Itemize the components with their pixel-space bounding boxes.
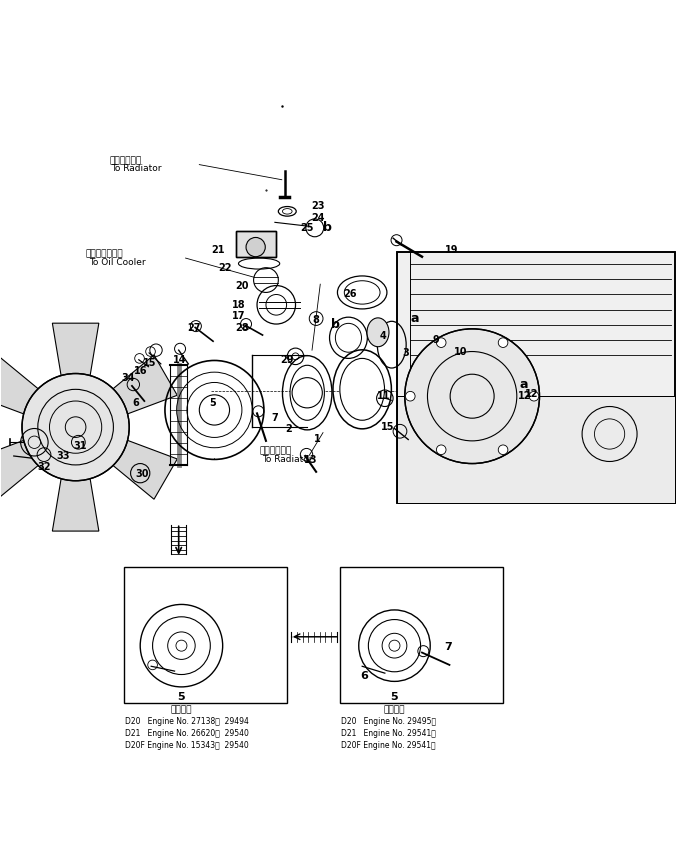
Text: 8: 8 bbox=[313, 315, 319, 325]
Text: 24: 24 bbox=[310, 214, 324, 223]
Text: 27: 27 bbox=[187, 323, 201, 333]
Text: 20: 20 bbox=[235, 280, 248, 291]
Ellipse shape bbox=[367, 318, 389, 346]
Circle shape bbox=[22, 373, 129, 481]
Bar bbox=[397, 252, 675, 503]
Bar bbox=[397, 252, 675, 503]
Circle shape bbox=[436, 338, 446, 347]
Text: 29: 29 bbox=[280, 355, 293, 365]
Text: 16: 16 bbox=[133, 365, 147, 376]
Polygon shape bbox=[0, 355, 50, 419]
Text: 17: 17 bbox=[232, 311, 245, 321]
Circle shape bbox=[406, 391, 415, 401]
Text: 15: 15 bbox=[381, 422, 395, 432]
Text: 9: 9 bbox=[433, 335, 439, 345]
Text: ラジエータへ: ラジエータへ bbox=[110, 156, 142, 165]
Text: オイルクーラへ: オイルクーラへ bbox=[86, 249, 123, 259]
Text: 2: 2 bbox=[285, 424, 292, 433]
Ellipse shape bbox=[290, 365, 324, 420]
Text: a: a bbox=[411, 312, 420, 325]
Bar bbox=[397, 396, 675, 503]
Text: To Oil Cooler: To Oil Cooler bbox=[89, 258, 146, 266]
Text: 1: 1 bbox=[314, 435, 321, 444]
Text: 11: 11 bbox=[377, 391, 391, 400]
Text: 18: 18 bbox=[232, 299, 245, 310]
Ellipse shape bbox=[335, 324, 362, 352]
Text: 適用号機: 適用号機 bbox=[170, 706, 193, 714]
Text: 32: 32 bbox=[37, 462, 51, 472]
Polygon shape bbox=[0, 435, 50, 499]
Circle shape bbox=[529, 391, 539, 401]
Ellipse shape bbox=[340, 358, 384, 420]
Text: 34: 34 bbox=[121, 372, 135, 383]
Circle shape bbox=[498, 445, 508, 455]
Text: a: a bbox=[520, 378, 528, 391]
Text: ラジエータへ: ラジエータへ bbox=[259, 447, 291, 456]
Text: 26: 26 bbox=[344, 289, 357, 299]
Text: D20   Engine No. 29495～: D20 Engine No. 29495～ bbox=[341, 717, 436, 726]
Text: 28: 28 bbox=[235, 323, 248, 333]
Text: D20F Engine No. 15343～  29540: D20F Engine No. 15343～ 29540 bbox=[125, 741, 249, 751]
Bar bbox=[339, 568, 503, 703]
Bar bbox=[124, 568, 287, 703]
Text: 31: 31 bbox=[74, 441, 87, 451]
Text: 12: 12 bbox=[525, 389, 539, 399]
Text: 25: 25 bbox=[300, 223, 314, 233]
Text: 15: 15 bbox=[143, 358, 157, 367]
Text: b: b bbox=[331, 318, 340, 331]
Text: 14: 14 bbox=[173, 356, 187, 365]
Circle shape bbox=[246, 238, 265, 257]
Text: b: b bbox=[323, 221, 332, 234]
Text: 5: 5 bbox=[177, 692, 185, 701]
Text: To Radiator: To Radiator bbox=[262, 455, 313, 464]
Text: D21   Engine No. 26620～  29540: D21 Engine No. 26620～ 29540 bbox=[125, 729, 249, 738]
Text: 7: 7 bbox=[272, 412, 278, 423]
Circle shape bbox=[405, 329, 540, 464]
Bar bbox=[397, 396, 675, 503]
Text: D20F Engine No. 29541～: D20F Engine No. 29541～ bbox=[341, 741, 435, 751]
Text: To Radiator: To Radiator bbox=[111, 164, 162, 174]
Text: 10: 10 bbox=[454, 346, 467, 357]
Text: 13: 13 bbox=[304, 455, 317, 465]
Text: 21: 21 bbox=[211, 245, 225, 255]
Polygon shape bbox=[101, 435, 177, 499]
Text: 33: 33 bbox=[57, 451, 70, 461]
Text: 6: 6 bbox=[132, 398, 139, 408]
Polygon shape bbox=[52, 323, 99, 391]
Polygon shape bbox=[52, 463, 99, 531]
Text: 7: 7 bbox=[444, 642, 452, 652]
Text: 22: 22 bbox=[218, 263, 231, 273]
Text: 適用号機: 適用号機 bbox=[384, 706, 405, 714]
Text: 19: 19 bbox=[445, 245, 458, 255]
Text: D21   Engine No. 29541～: D21 Engine No. 29541～ bbox=[341, 729, 436, 738]
Text: 6: 6 bbox=[360, 671, 368, 681]
Text: 23: 23 bbox=[310, 201, 324, 211]
Bar bbox=[237, 231, 276, 257]
Circle shape bbox=[436, 445, 446, 455]
Text: 12: 12 bbox=[518, 391, 532, 400]
Circle shape bbox=[498, 338, 508, 347]
Text: 5: 5 bbox=[210, 398, 217, 408]
Text: 30: 30 bbox=[135, 469, 149, 479]
Text: 5: 5 bbox=[391, 692, 398, 701]
Bar bbox=[237, 231, 276, 257]
Text: 3: 3 bbox=[402, 348, 409, 358]
Text: D20   Engine No. 27138～  29494: D20 Engine No. 27138～ 29494 bbox=[125, 717, 249, 726]
Text: 4: 4 bbox=[380, 331, 386, 341]
Polygon shape bbox=[101, 355, 177, 419]
